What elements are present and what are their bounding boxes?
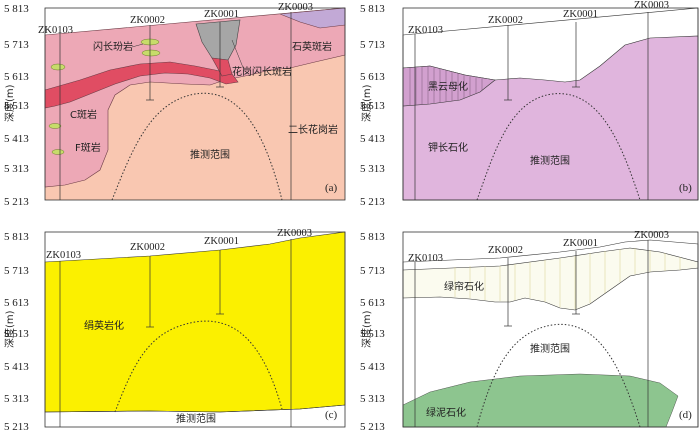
y-tick-label: 5 813 (360, 231, 385, 243)
label-monzogranite: 二长花岗岩 (288, 123, 338, 136)
y-tick-label: 5 613 (4, 71, 29, 83)
well-label: ZK0001 (204, 9, 239, 20)
y-tick-label: 5 213 (360, 421, 385, 432)
granodiorite-stem (211, 57, 233, 77)
panel-d: ZK0103 ZK0002 ZK0001 ZK0003 绿帘石化 推测范围 绿泥… (402, 230, 699, 428)
label-biotite: 黑云母化 (428, 80, 468, 93)
well-label: ZK0103 (46, 250, 81, 261)
panel-d-label: (d) (679, 409, 692, 421)
label-phyllic: 绢英岩化 (84, 319, 124, 332)
well-label: ZK0001 (563, 9, 598, 20)
inferred-range-boundary (111, 92, 283, 201)
lens-5 (51, 149, 65, 155)
well-label: ZK0001 (563, 238, 598, 249)
y-axis-c: 5 813 5 713 5 613 5 513 5 413 5 313 5 21… (3, 231, 29, 432)
y-tick-label: 5 713 (4, 39, 29, 51)
y-axis-d: 5 813 5 713 5 613 5 513 5 413 5 313 5 21… (360, 231, 385, 432)
label-inferred-range: 推测范围 (190, 148, 230, 161)
y-tick-label: 5 613 (360, 71, 385, 83)
inferred-range-boundary (476, 93, 641, 201)
y-tick-label: 5 313 (360, 163, 385, 175)
y-tick-label: 5 813 (4, 231, 29, 243)
panel-c-label: (c) (325, 409, 338, 421)
well-label: ZK0001 (204, 236, 239, 247)
lens-4 (48, 123, 62, 129)
panel-b: ZK0103 ZK0002 ZK0001 ZK0003 黑云母化 钾长石化 推测… (402, 0, 699, 201)
label-potassic: 钾长石化 (428, 141, 468, 154)
well-label: ZK0003 (634, 0, 669, 11)
y-tick-label: 5 513 (4, 100, 29, 112)
quartz-porphyry-zone (279, 7, 346, 29)
y-tick-label: 5 313 (360, 393, 385, 405)
y-tick-label: 5 313 (4, 163, 29, 175)
label-c-porphyry: C斑岩 (70, 108, 97, 121)
y-axis-b: 5 813 5 713 5 613 5 513 5 413 5 313 5 21… (360, 3, 385, 208)
sericite-hatch (454, 248, 681, 309)
granodiorite-dyke (44, 61, 239, 109)
well-label: ZK0002 (488, 15, 523, 26)
y-tick-label: 5 813 (360, 3, 385, 15)
panel-a-frame (44, 7, 346, 201)
label-diorite-porphyrite: 闪长玢岩 (93, 40, 133, 53)
y-axis-a: 5 813 5 713 5 613 5 513 5 413 5 313 5 21… (3, 3, 29, 208)
biotite-hatch (409, 66, 483, 105)
panel-c: ZK0103 ZK0002 ZK0001 ZK0003 绢英岩化 推测范围 (c… (44, 228, 346, 428)
y-tick-label: 5 413 (360, 133, 385, 145)
well-label: ZK0003 (634, 230, 669, 241)
label-inferred-range: 推测范围 (530, 342, 570, 355)
y-tick-label: 5 413 (360, 361, 385, 373)
host-rock-zone (44, 7, 346, 188)
label-inferred-range: 推测范围 (176, 412, 216, 425)
panel-b-label: (b) (679, 182, 692, 194)
well-label: ZK0103 (408, 25, 443, 36)
lens-3 (141, 49, 161, 57)
y-tick-label: 5 513 (4, 328, 29, 340)
y-axis-label: 深度(m) (3, 84, 16, 122)
y-tick-label: 5 713 (4, 265, 29, 277)
panel-a: ZK0103 ZK0002 ZK0001 ZK0003 闪长玢岩 花岗闪长斑岩 … (38, 2, 346, 201)
well-label: ZK0003 (278, 2, 313, 13)
label-f-porphyry: F斑岩 (75, 141, 101, 154)
y-axis-label: 深度(m) (360, 310, 373, 348)
well-label: ZK0002 (130, 15, 165, 26)
y-tick-label: 5 313 (4, 393, 29, 405)
well-label: ZK0002 (130, 242, 165, 253)
y-tick-label: 5 613 (360, 297, 385, 309)
well-label: ZK0103 (408, 253, 443, 264)
panel-c-frame (44, 231, 346, 428)
y-axis-label: 深度(m) (3, 310, 16, 348)
y-tick-label: 5 513 (360, 100, 385, 112)
panel-b-frame (402, 7, 699, 201)
y-tick-label: 5 713 (360, 265, 385, 277)
label-inferred-range: 推测范围 (530, 154, 570, 167)
panel-a-label: (a) (325, 182, 338, 194)
label-chlorite: 绿泥石化 (426, 406, 466, 419)
y-tick-label: 5 413 (4, 133, 29, 145)
y-tick-label: 5 713 (360, 39, 385, 51)
y-tick-label: 5 213 (4, 196, 29, 208)
well-label: ZK0103 (38, 25, 73, 36)
biotite-zone (402, 65, 496, 107)
label-quartz-porphyry: 石英斑岩 (292, 40, 332, 53)
well-label: ZK0003 (277, 228, 312, 239)
inferred-range-boundary (476, 323, 641, 428)
panel-c-base-line (44, 404, 346, 413)
inferred-range-boundary (114, 320, 283, 413)
label-sericite: 绿帘石化 (444, 280, 484, 293)
y-axis-label: 深度(m) (360, 84, 373, 122)
y-tick-label: 5 213 (4, 421, 29, 432)
chlorite-zone (402, 373, 679, 428)
panel-d-frame (402, 231, 699, 428)
y-tick-label: 5 513 (360, 328, 385, 340)
lens-1 (50, 63, 66, 71)
well-label: ZK0002 (488, 245, 523, 256)
y-tick-label: 5 813 (4, 3, 29, 15)
y-tick-label: 5 613 (4, 297, 29, 309)
y-tick-label: 5 213 (360, 196, 385, 208)
y-tick-label: 5 413 (4, 361, 29, 373)
label-granodiorite-porphyry: 花岗闪长斑岩 (232, 65, 292, 78)
